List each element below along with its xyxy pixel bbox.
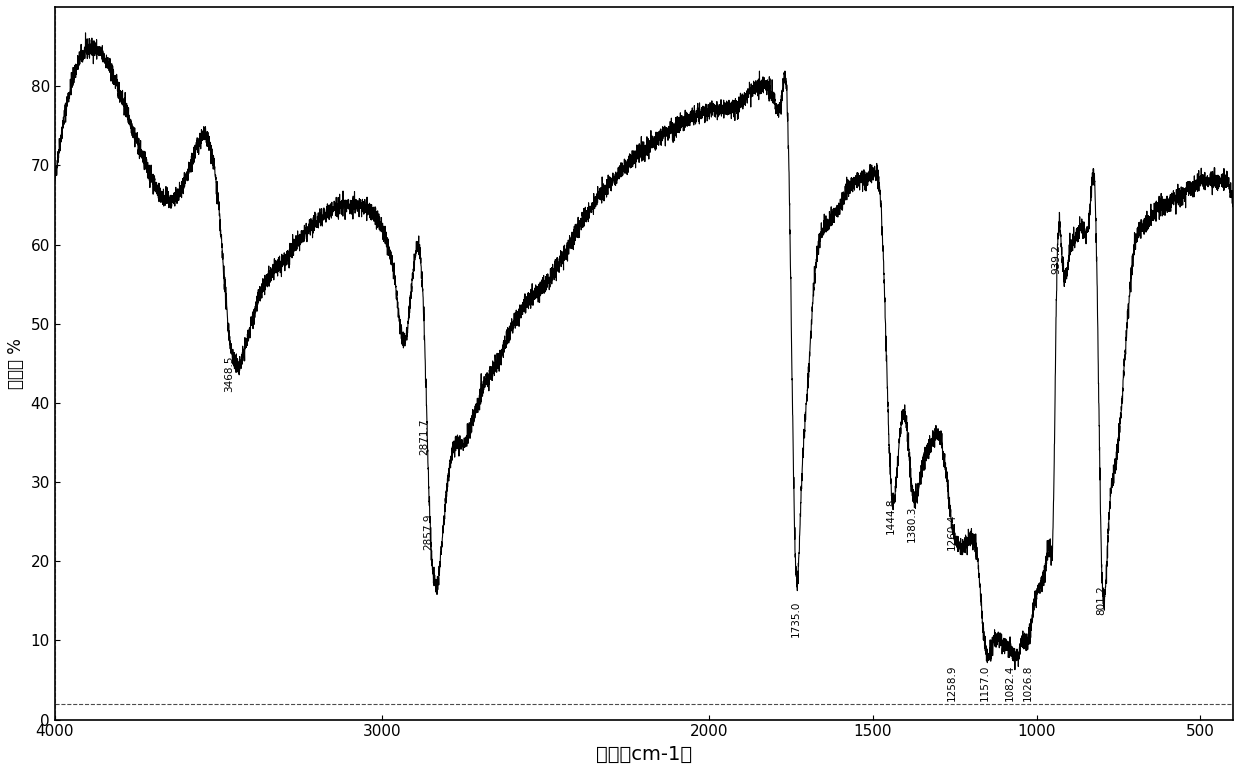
Text: 1444.8: 1444.8 (887, 498, 897, 534)
Text: 2871.7: 2871.7 (419, 419, 429, 455)
Text: 801.2: 801.2 (1096, 585, 1107, 614)
Text: 1026.8: 1026.8 (1023, 664, 1033, 701)
X-axis label: 波数（cm-1）: 波数（cm-1） (596, 745, 692, 764)
Y-axis label: 透过率 %: 透过率 % (7, 338, 25, 389)
Text: 1735.0: 1735.0 (791, 601, 801, 637)
Text: 1258.9: 1258.9 (947, 664, 957, 701)
Text: 1082.4: 1082.4 (1004, 664, 1014, 701)
Text: 1260.4: 1260.4 (946, 513, 956, 550)
Text: 3468.5: 3468.5 (223, 355, 233, 392)
Text: 1380.3: 1380.3 (908, 506, 918, 542)
Text: 1157.0: 1157.0 (981, 664, 991, 701)
Text: 2857.9: 2857.9 (424, 513, 434, 550)
Text: 939.2: 939.2 (1052, 244, 1061, 274)
